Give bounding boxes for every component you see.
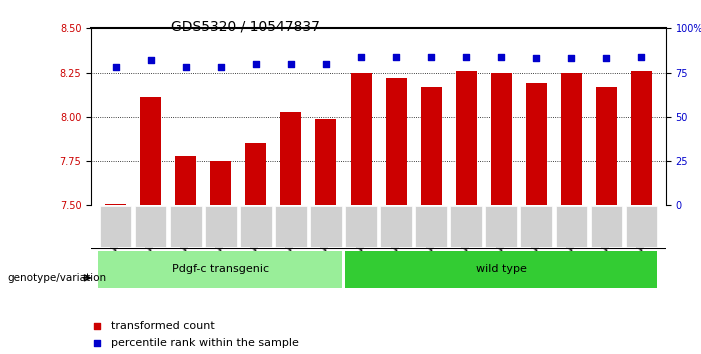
Bar	[456, 71, 477, 205]
Bar	[210, 161, 231, 205]
FancyBboxPatch shape	[275, 206, 307, 247]
Bar	[596, 87, 617, 205]
Bar	[350, 73, 372, 205]
Text: genotype/variation: genotype/variation	[7, 273, 106, 283]
FancyBboxPatch shape	[451, 206, 482, 247]
Bar	[526, 83, 547, 205]
Point	[250, 61, 261, 67]
Point	[496, 54, 507, 59]
FancyBboxPatch shape	[485, 206, 517, 247]
FancyBboxPatch shape	[205, 206, 236, 247]
Point	[390, 54, 402, 59]
Bar	[105, 204, 126, 205]
Text: transformed count: transformed count	[111, 321, 215, 331]
Point	[636, 54, 647, 59]
Point	[426, 266, 437, 271]
FancyBboxPatch shape	[556, 206, 587, 247]
FancyBboxPatch shape	[520, 206, 552, 247]
FancyBboxPatch shape	[415, 206, 447, 247]
Point	[531, 56, 542, 61]
Point	[601, 56, 612, 61]
FancyBboxPatch shape	[310, 206, 342, 247]
Bar	[631, 71, 652, 205]
Point	[355, 54, 367, 59]
Point	[426, 105, 437, 110]
Point	[566, 56, 577, 61]
Point	[320, 61, 332, 67]
FancyBboxPatch shape	[240, 206, 272, 247]
Bar	[386, 78, 407, 205]
Bar	[140, 97, 161, 205]
Point	[180, 64, 191, 70]
Text: Pdgf-c transgenic: Pdgf-c transgenic	[172, 264, 269, 274]
Bar	[280, 112, 301, 205]
Point	[145, 57, 156, 63]
FancyBboxPatch shape	[590, 206, 622, 247]
FancyBboxPatch shape	[100, 206, 132, 247]
Text: wild type: wild type	[476, 264, 526, 274]
FancyBboxPatch shape	[135, 206, 167, 247]
FancyBboxPatch shape	[98, 251, 342, 288]
Bar	[491, 73, 512, 205]
Text: percentile rank within the sample: percentile rank within the sample	[111, 338, 299, 348]
FancyBboxPatch shape	[170, 206, 202, 247]
Bar	[561, 73, 582, 205]
Bar	[315, 119, 336, 205]
Point	[285, 61, 297, 67]
FancyBboxPatch shape	[346, 251, 657, 288]
Point	[426, 54, 437, 59]
FancyBboxPatch shape	[381, 206, 412, 247]
Text: GDS5320 / 10547837: GDS5320 / 10547837	[171, 19, 320, 34]
Point	[461, 54, 472, 59]
FancyBboxPatch shape	[625, 206, 658, 247]
Point	[110, 64, 121, 70]
FancyBboxPatch shape	[346, 206, 377, 247]
Bar	[175, 156, 196, 205]
Bar	[421, 87, 442, 205]
Point	[215, 64, 226, 70]
Bar	[245, 143, 266, 205]
